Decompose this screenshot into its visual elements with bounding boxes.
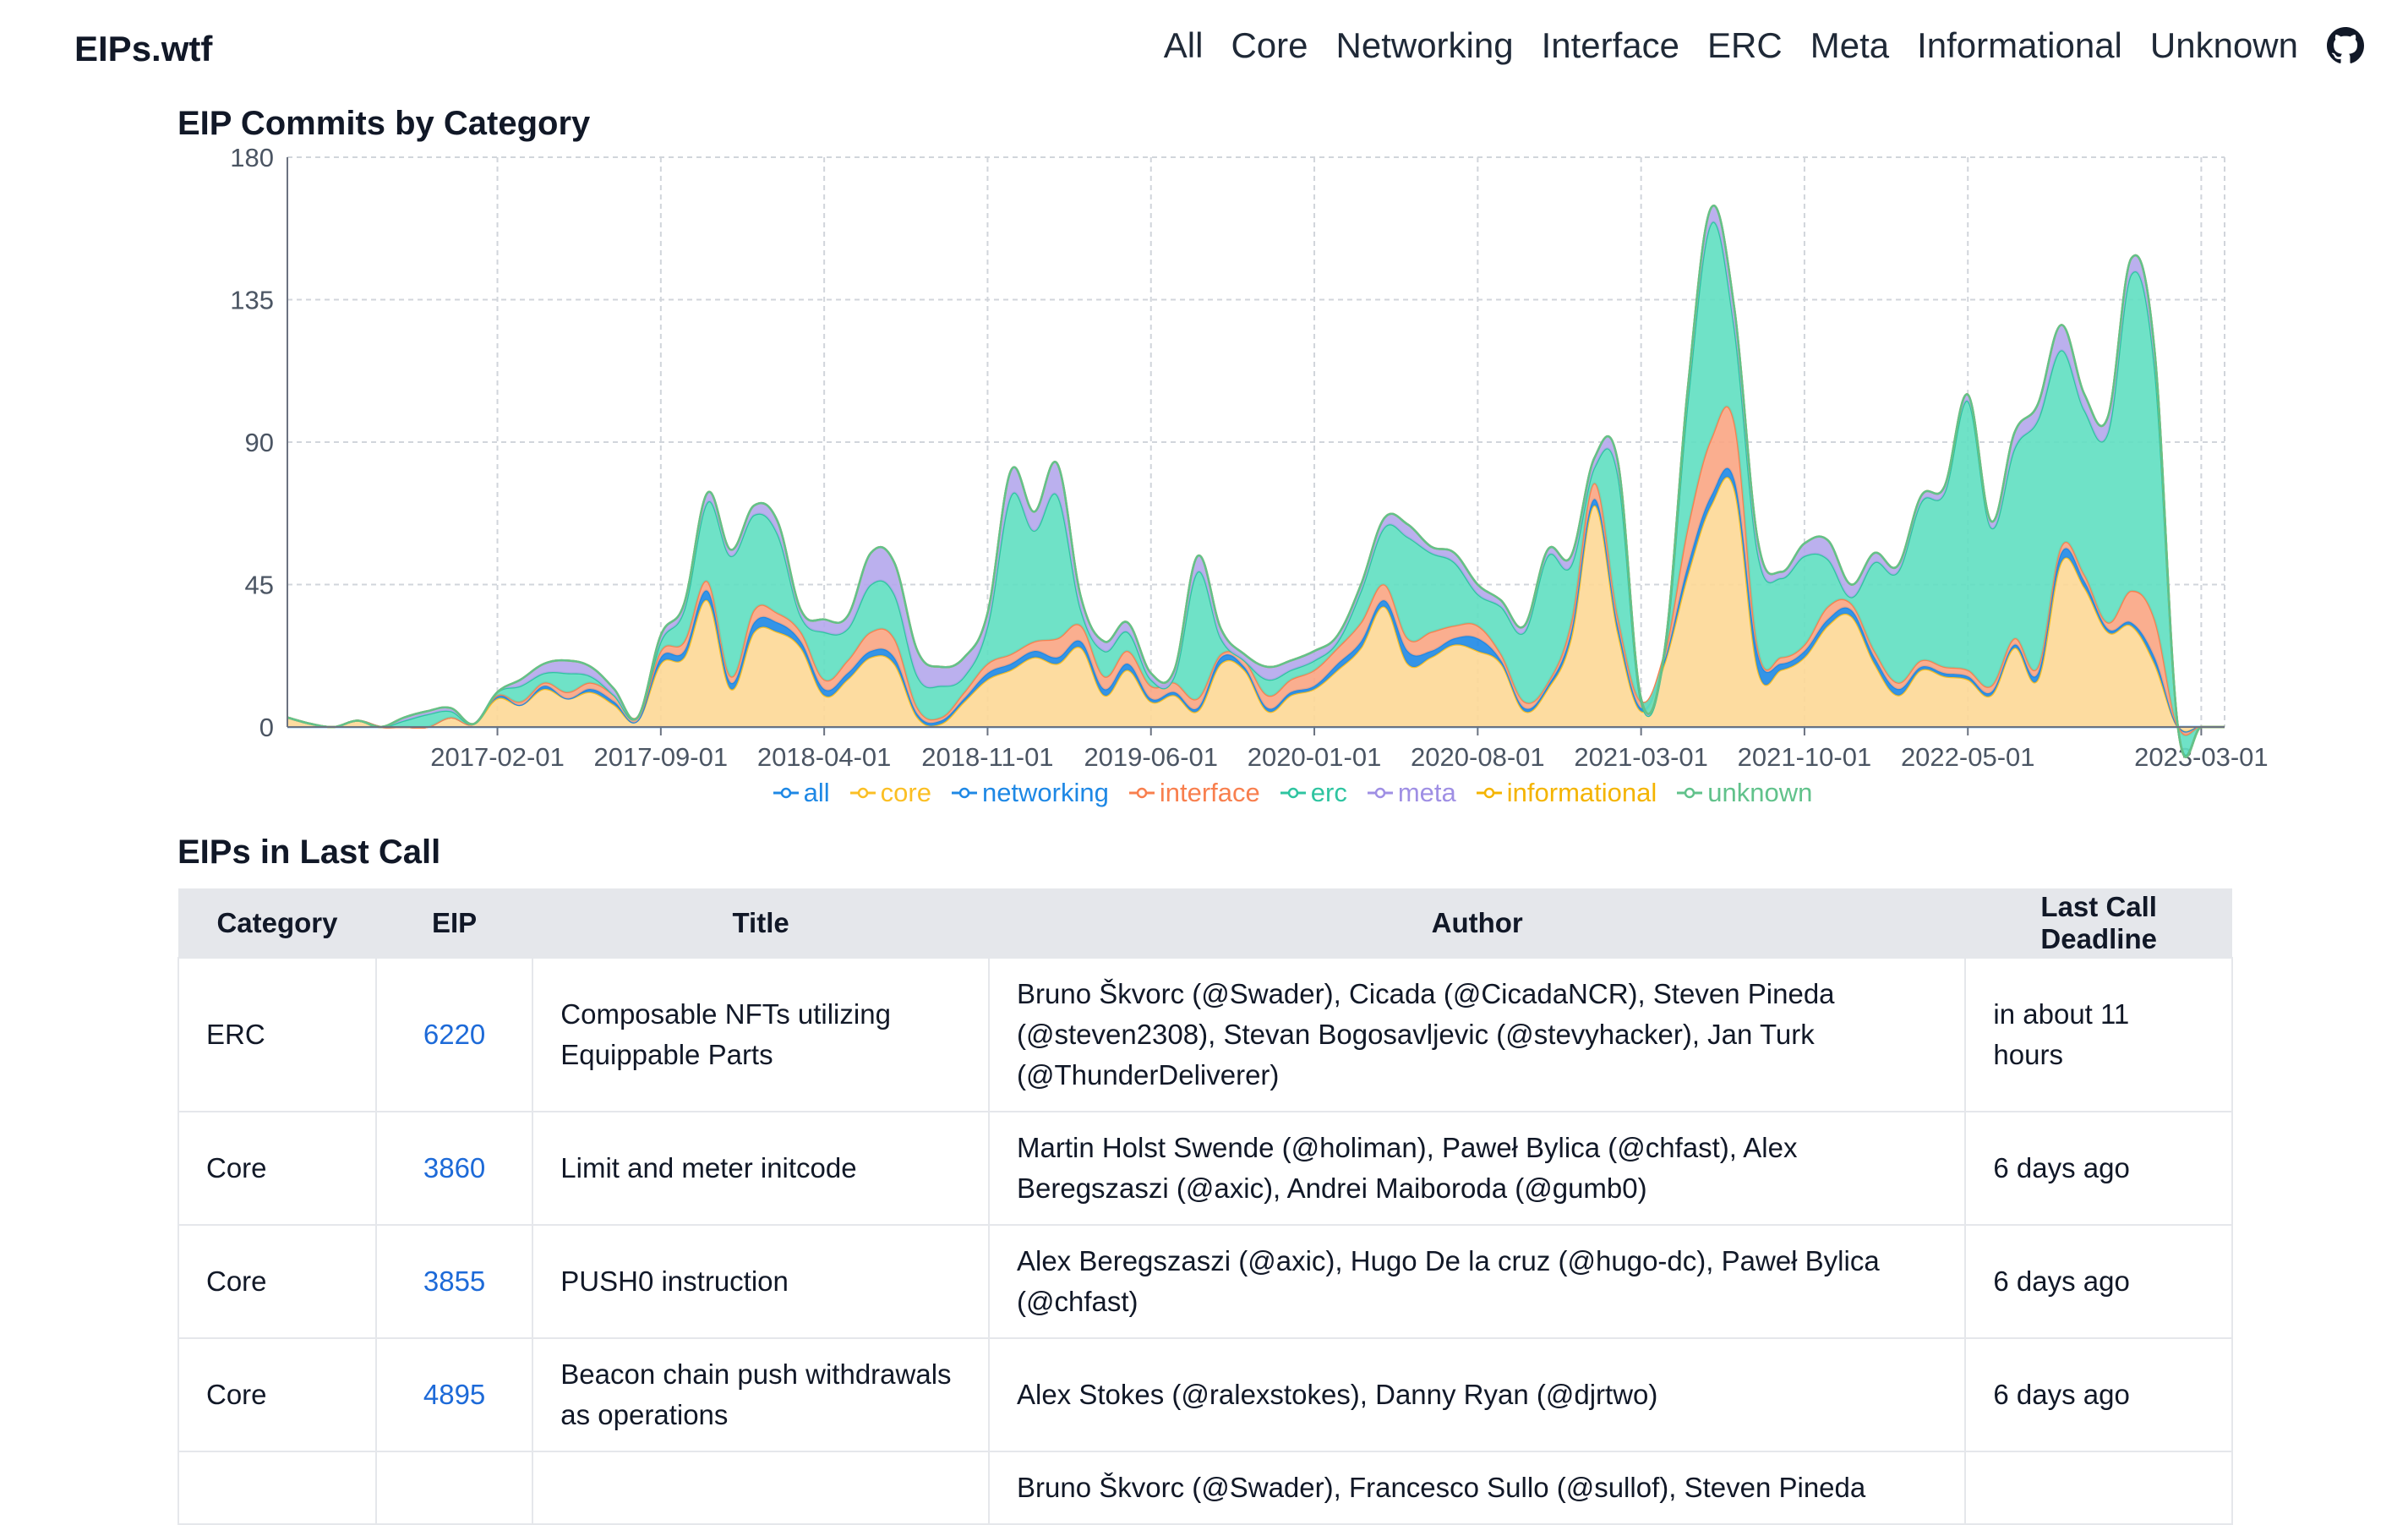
eip-link[interactable]: 3860	[423, 1152, 486, 1183]
commits-chart: 0 45 90 135 180 2017-02-01 2017-09-01 2018-04-0…	[230, 144, 2269, 772]
x-tick-label: 2023-03-01	[2134, 742, 2269, 772]
eip-link[interactable]: 3855	[423, 1265, 486, 1297]
cell-author: Alex Stokes (@ralexstokes), Danny Ryan (…	[987, 1337, 1967, 1452]
legend-marker-icon	[773, 787, 799, 799]
x-tick-label: 2021-10-01	[1738, 742, 1872, 772]
cell-deadline: in about 11 hours	[1964, 957, 2233, 1112]
area-interface	[287, 406, 2225, 736]
chart-legend: all core networking interface erc meta informa…	[0, 778, 2408, 808]
y-tick-label: 90	[245, 428, 274, 457]
cell-category: Core	[177, 1224, 377, 1339]
cell-category: ERC	[177, 957, 377, 1112]
cell-category	[177, 1451, 377, 1525]
cell-deadline: 6 days ago	[1964, 1111, 2233, 1226]
table-row: Bruno Škvorc (@Swader), Francesco Sullo …	[177, 1451, 2233, 1525]
legend-item-erc[interactable]: erc	[1280, 778, 1347, 808]
cell-title: Composable NFTs utilizing Equippable Par…	[532, 957, 990, 1112]
nav-interface[interactable]: Interface	[1541, 25, 1680, 65]
legend-label: meta	[1397, 778, 1456, 807]
cell-category: Core	[177, 1111, 377, 1226]
header-author[interactable]: Author	[1431, 906, 1523, 938]
legend-marker-icon	[1367, 787, 1393, 799]
legend-label: networking	[981, 778, 1109, 807]
eip-link[interactable]: 4895	[423, 1379, 486, 1410]
table-row: Core 3860 Limit and meter initcode Marti…	[177, 1111, 2233, 1226]
header-title[interactable]: Title	[732, 906, 789, 938]
legend-item-meta[interactable]: meta	[1367, 778, 1456, 808]
nav-informational[interactable]: Informational	[1917, 25, 2122, 65]
header-deadline[interactable]: Last Call Deadline	[2040, 890, 2157, 954]
legend-label: interface	[1159, 778, 1260, 807]
x-tick-label: 2020-08-01	[1411, 742, 1545, 772]
x-tick-label: 2019-06-01	[1084, 742, 1218, 772]
cell-title	[532, 1451, 990, 1525]
cell-author: Bruno Škvorc (@Swader), Cicada (@CicadaN…	[987, 957, 1967, 1112]
table-row: Core 3855 PUSH0 instruction Alex Beregsz…	[177, 1224, 2233, 1339]
nav-core[interactable]: Core	[1231, 25, 1308, 65]
legend-item-core[interactable]: core	[849, 778, 931, 808]
y-tick-label: 0	[259, 713, 274, 742]
nav-networking[interactable]: Networking	[1335, 25, 1514, 65]
cell-title: PUSH0 instruction	[532, 1224, 990, 1339]
legend-item-interface[interactable]: interface	[1128, 778, 1260, 808]
table-header-row: Category EIP Title Author Last Call Dead…	[178, 888, 2232, 958]
y-tick-label: 45	[245, 571, 274, 600]
github-icon[interactable]	[2327, 27, 2364, 64]
legend-label: informational	[1506, 778, 1657, 807]
brand-logo[interactable]: EIPs.wtf	[74, 29, 213, 68]
x-tick-label: 2022-05-01	[1901, 742, 2035, 772]
legend-marker-icon	[849, 787, 876, 799]
last-call-table: Category EIP Title Author Last Call Dead…	[177, 888, 2233, 1525]
legend-item-networking[interactable]: networking	[951, 778, 1109, 808]
legend-label: unknown	[1707, 778, 1813, 807]
legend-label: core	[880, 778, 931, 807]
x-tick-label: 2018-04-01	[757, 742, 892, 772]
legend-item-unknown[interactable]: unknown	[1677, 778, 1812, 808]
y-tick-label: 135	[230, 286, 274, 315]
x-tick-label: 2017-09-01	[594, 742, 729, 772]
cell-author: Bruno Škvorc (@Swader), Francesco Sullo …	[987, 1451, 1967, 1525]
cell-deadline: 6 days ago	[1964, 1224, 2233, 1339]
table-row: ERC 6220 Composable NFTs utilizing Equip…	[177, 957, 2233, 1112]
nav-erc[interactable]: ERC	[1707, 25, 1783, 65]
legend-label: all	[803, 778, 830, 807]
cell-category: Core	[177, 1337, 377, 1452]
cell-deadline	[1964, 1451, 2233, 1525]
legend-marker-icon	[951, 787, 977, 799]
legend-marker-icon	[1677, 787, 1703, 799]
cell-deadline: 6 days ago	[1964, 1337, 2233, 1452]
x-tick-label: 2018-11-01	[921, 742, 1053, 772]
y-tick-label: 180	[230, 144, 274, 172]
legend-marker-icon	[1128, 787, 1155, 799]
cell-title: Limit and meter initcode	[532, 1111, 990, 1226]
nav-all[interactable]: All	[1163, 25, 1204, 65]
legend-item-all[interactable]: all	[773, 778, 830, 808]
cell-title: Beacon chain push withdrawals as operati…	[532, 1337, 990, 1452]
table-title: EIPs in Last Call	[177, 834, 441, 871]
chart-title: EIP Commits by Category	[177, 105, 591, 142]
header-category[interactable]: Category	[216, 906, 338, 938]
x-tick-label: 2017-02-01	[430, 742, 565, 772]
cell-author: Martin Holst Swende (@holiman), Paweł By…	[987, 1111, 1967, 1226]
legend-item-informational[interactable]: informational	[1476, 778, 1657, 808]
table-row: Core 4895 Beacon chain push withdrawals …	[177, 1337, 2233, 1452]
top-navbar: EIPs.wtf All Core Networking Interface E…	[0, 0, 2408, 103]
legend-marker-icon	[1476, 787, 1502, 799]
area-core	[287, 477, 2225, 732]
legend-label: erc	[1310, 778, 1347, 807]
header-eip[interactable]: EIP	[431, 906, 478, 938]
eip-link[interactable]: 6220	[423, 1019, 486, 1050]
legend-marker-icon	[1280, 787, 1306, 799]
x-tick-label: 2021-03-01	[1574, 742, 1708, 772]
nav-menu: All Core Networking Interface ERC Meta I…	[1136, 25, 2364, 66]
nav-unknown[interactable]: Unknown	[2149, 25, 2298, 65]
cell-author: Alex Beregszaszi (@axic), Hugo De la cru…	[987, 1224, 1967, 1339]
nav-meta[interactable]: Meta	[1810, 25, 1890, 65]
line-unknown	[287, 205, 2225, 758]
x-tick-label: 2020-01-01	[1248, 742, 1382, 772]
